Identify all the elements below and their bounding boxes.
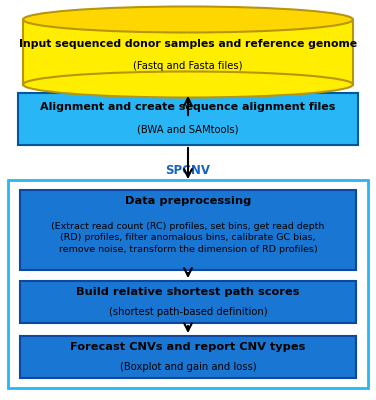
Text: Build relative shortest path scores: Build relative shortest path scores (76, 287, 300, 297)
Ellipse shape (23, 6, 353, 32)
FancyBboxPatch shape (8, 180, 368, 388)
Text: Forecast CNVs and report CNV types: Forecast CNVs and report CNV types (70, 342, 306, 352)
FancyBboxPatch shape (20, 336, 356, 378)
Text: Input sequenced donor samples and reference genome: Input sequenced donor samples and refere… (19, 39, 357, 49)
Text: (shortest path-based definition): (shortest path-based definition) (109, 307, 267, 317)
FancyBboxPatch shape (23, 20, 353, 84)
Text: SPCNV: SPCNV (165, 164, 211, 176)
Ellipse shape (23, 72, 353, 98)
Text: (Extract read count (RC) profiles, set bins, get read depth
(RD) profiles, filte: (Extract read count (RC) profiles, set b… (51, 222, 325, 254)
Text: (Boxplot and gain and loss): (Boxplot and gain and loss) (120, 362, 256, 372)
FancyBboxPatch shape (20, 281, 356, 323)
Text: (BWA and SAMtools): (BWA and SAMtools) (137, 124, 239, 134)
FancyBboxPatch shape (20, 190, 356, 270)
Text: (Fastq and Fasta files): (Fastq and Fasta files) (133, 61, 243, 71)
Text: Alignment and create sequence alignment files: Alignment and create sequence alignment … (40, 102, 336, 112)
FancyBboxPatch shape (18, 93, 358, 145)
Text: Data preprocessing: Data preprocessing (125, 196, 251, 206)
